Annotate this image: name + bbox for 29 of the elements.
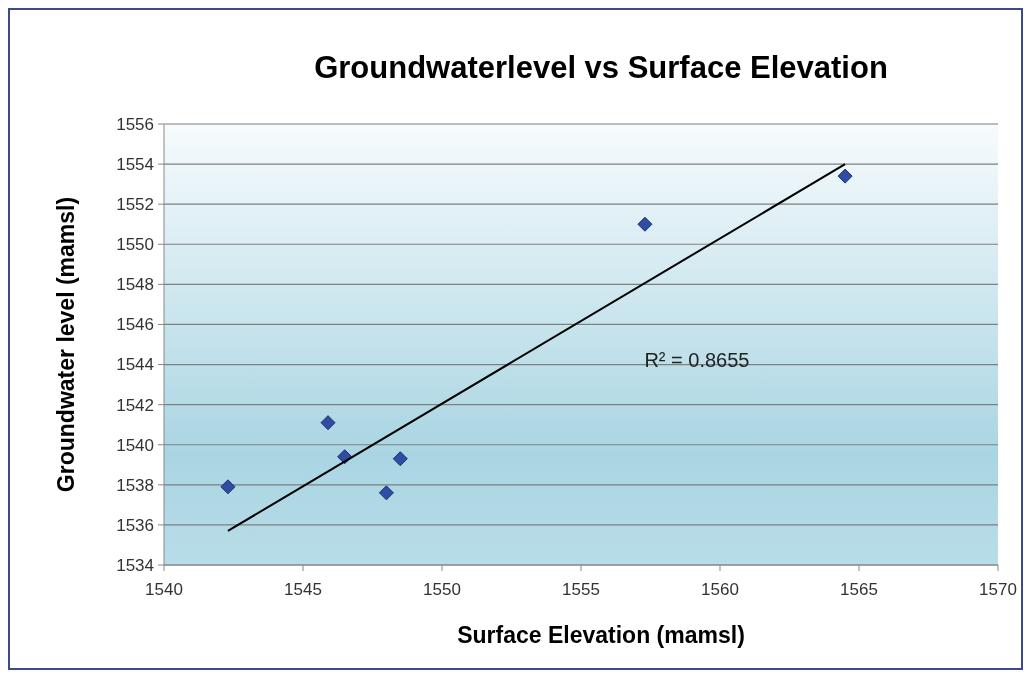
y-axis-title: Groundwater level (mamsl) [53, 196, 79, 493]
x-tick-label: 1550 [423, 580, 461, 599]
point [320, 415, 336, 431]
point [637, 216, 653, 232]
x-tick-label: 1545 [284, 580, 322, 599]
y-tick-label: 1548 [116, 275, 154, 295]
chart-title: Groundwaterlevel vs Surface Elevation [314, 50, 888, 85]
point [837, 168, 853, 184]
x-tick-label: 1560 [701, 580, 739, 599]
y-tick-label: 1542 [116, 395, 154, 415]
point [220, 479, 236, 495]
x-tick-label: 1555 [562, 580, 600, 599]
y-tick-label: 1536 [116, 515, 154, 535]
y-tick-label: 1534 [116, 555, 154, 575]
point [378, 485, 394, 501]
y-tick-label: 1544 [116, 355, 154, 375]
x-tick-label: 1540 [145, 580, 183, 599]
y-tick-label: 1552 [116, 195, 154, 215]
y-tick-label: 1540 [116, 435, 154, 455]
y-tick-label: 1546 [116, 315, 154, 335]
y-tick-label: 1550 [116, 235, 154, 255]
point [392, 451, 408, 467]
x-tick-label: 1565 [840, 580, 878, 599]
y-tick-label: 1556 [116, 114, 154, 134]
y-tick-label: 1538 [116, 475, 154, 495]
x-axis-title: Surface Elevation (mamsl) [457, 622, 745, 648]
x-tick-label: 1570 [979, 580, 1017, 599]
y-tick-label: 1554 [116, 155, 154, 175]
annotation: R² = 0.8655 [644, 348, 750, 371]
